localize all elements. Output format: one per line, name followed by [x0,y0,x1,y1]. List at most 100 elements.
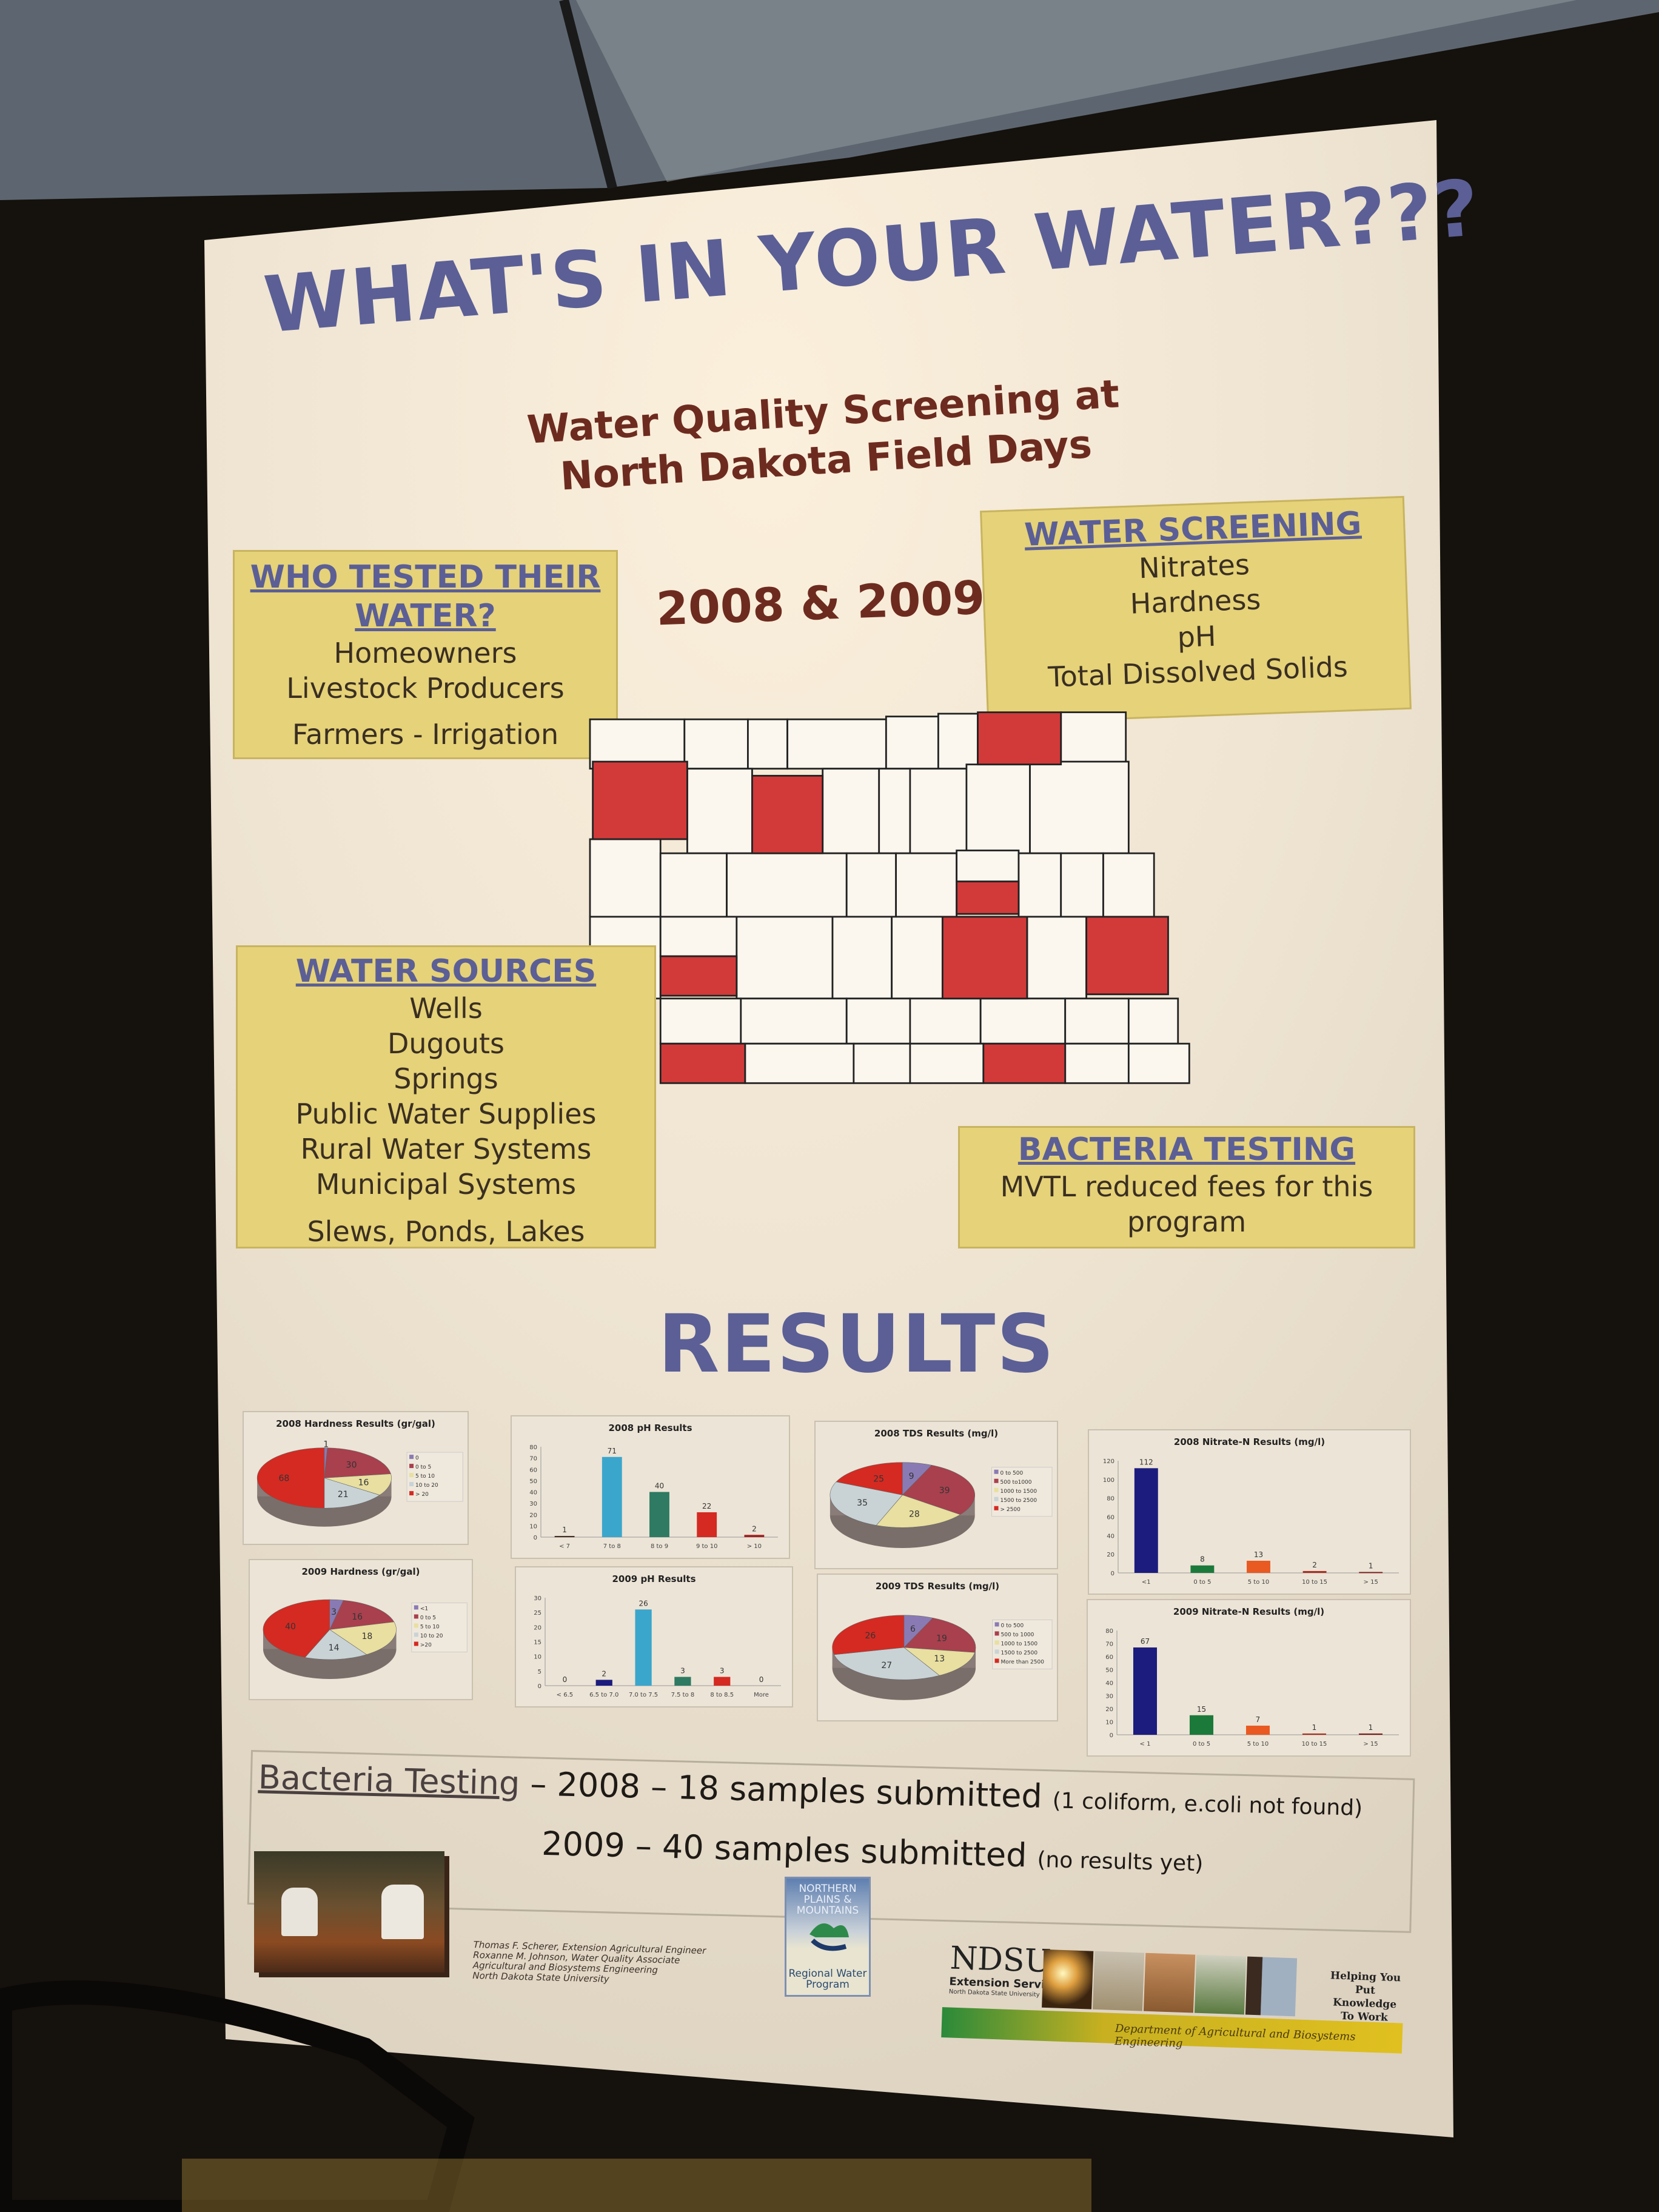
x-tick-label: 5 to 10 [1248,1579,1269,1586]
pie-value-label: 19 [936,1634,947,1644]
legend-label: 1000 to 1500 [1000,1489,1037,1495]
wildlife-photo [1143,1952,1196,2013]
y-tick-label: 40 [1105,1680,1113,1687]
pie-value-label: 21 [338,1490,349,1500]
bar [554,1536,575,1538]
pie-slice [903,1617,976,1653]
bar-value-label: 3 [680,1667,685,1675]
bar [1247,1560,1270,1573]
chart-2008-ph: 2008 pH Results 0 10 20 30 40 50 60 70 80 1 < 7 71 7 … [511,1415,790,1559]
y-tick-label: 60 [1107,1515,1114,1521]
legend-box [991,1467,1053,1517]
chart-svg: 2008 Nitrate-N Results (mg/l)02040608010… [1103,1436,1399,1586]
legend-swatch [994,1622,999,1627]
tagline-line: Put Knowledge [1332,1983,1397,2011]
source-item: Municipal Systems [315,1168,577,1201]
legend-box [406,1452,463,1502]
legend-swatch [409,1455,414,1460]
bar-value-label: 71 [608,1447,617,1455]
chart-title: 2008 pH Results [608,1423,692,1433]
x-tick-label: 0 to 5 [1193,1741,1210,1748]
bar-value-label: 22 [702,1502,711,1510]
npm-logo-subtext: Regional Water Program [786,1968,869,1990]
legend-label: 1000 to 1500 [1001,1641,1038,1647]
source-item: Dugouts [387,1027,505,1060]
x-tick-label: <1 [1142,1579,1151,1586]
water-sources-heading: WATER SOURCES [295,953,597,990]
bar [1134,1468,1158,1573]
bacteria-body-1: MVTL reduced fees for this [1000,1170,1373,1203]
bar [1359,1572,1383,1574]
chart-svg: 2008 pH Results 0 10 20 30 40 50 60 70 80 1 < 7 71 7 … [529,1423,778,1550]
chart-2008-hardness: 2008 Hardness Results (gr/gal) 1 30 16 21 68 0… [243,1411,469,1545]
y-tick-label: 50 [529,1478,537,1485]
npm-logo-text: NORTHERN [799,1883,857,1895]
legend-box [992,1619,1053,1669]
pie-slice [329,1600,395,1630]
wave-icon [809,1923,849,1951]
bar [602,1456,622,1537]
legend-label: 0 to 500 [1000,1470,1024,1476]
legend-swatch [414,1632,418,1637]
legend-swatch [994,1658,999,1663]
x-tick-label: 9 to 10 [696,1543,717,1550]
y-tick-label: 40 [1107,1533,1114,1540]
tested-counties [592,711,1169,1084]
x-tick-label: > 10 [747,1543,762,1550]
y-tick-label: 0 [1111,1570,1114,1577]
bar-value-label: 40 [655,1482,664,1490]
who-tested-heading-2: WATER? [355,598,496,634]
pie-slice [324,1473,392,1495]
chart-title: 2008 TDS Results (mg/l) [874,1428,998,1439]
pie-value-label: 13 [934,1654,945,1664]
pie-value-label: 27 [881,1661,892,1671]
bar [1302,1570,1327,1573]
pie-slice [876,1495,961,1528]
pie-slice [830,1481,903,1526]
x-tick-label: 10 to 15 [1302,1579,1327,1586]
bar [674,1677,691,1686]
author-credits: Thomas F. Scherer, Extension Agricultura… [472,1939,706,1987]
y-tick-label: 0 [538,1683,541,1690]
y-tick-label: 60 [529,1467,537,1473]
pie-slice [256,1447,325,1509]
bar-value-label: 26 [638,1599,648,1607]
pie-value-label: 68 [279,1474,290,1484]
bar [1133,1647,1158,1735]
y-tick-label: 30 [529,1501,537,1507]
legend-label: 10 to 20 [420,1633,443,1639]
who-tested-heading-1: WHO TESTED THEIR [250,559,601,595]
chart-2009-ph: 2009 pH Results 0 5 10 15 20 25 30 0 < 6.5 2 6.5 to… [515,1566,793,1708]
pie-slice [834,1647,940,1680]
pie-value-label: 3 [331,1607,337,1617]
x-tick-label: 0 to 5 [1193,1579,1211,1586]
pie-slice [324,1447,391,1478]
y-tick-label: 20 [1107,1552,1114,1558]
chart-svg: 2008 TDS Results (mg/l) 9 39 28 35 25 0 to 500… [830,1428,1053,1548]
legend-swatch [409,1464,414,1469]
sun-hand-photo [1042,1949,1094,2009]
bar-value-label: 2 [752,1524,757,1533]
y-tick-label: 10 [529,1523,537,1530]
north-dakota-county-map [589,711,1190,1084]
pie-value-label: 14 [329,1643,340,1653]
bar-value-label: 1 [562,1526,567,1534]
who-tested-item: Farmers - Irrigation [292,718,559,751]
bacteria-2008-note: (1 coliform, e.coli not found) [1052,1788,1363,1821]
legend-swatch [414,1605,418,1610]
legend-label: 10 to 20 [415,1483,438,1489]
bar-value-label: 1 [1369,1723,1373,1732]
bacteria-2009: 2009 – 40 samples submitted [541,1824,1038,1875]
legend-swatch [414,1641,418,1646]
irrigation-photo [1194,1954,1247,2015]
x-tick-label: < 6.5 [557,1692,573,1698]
pie-slice [329,1621,397,1655]
chart-2009-tds: 2009 TDS Results (mg/l) 6 19 13 27 26 0 to 500… [817,1574,1058,1721]
pie-value-label: 28 [909,1510,920,1520]
legend-swatch [409,1473,414,1478]
bar-value-label: 2 [602,1669,606,1678]
x-tick-label: < 1 [1140,1741,1151,1748]
legend-label: 0 to 5 [420,1615,436,1621]
chart-svg: 2009 TDS Results (mg/l) 6 19 13 27 26 0 to 500… [832,1581,1053,1700]
legend-label: 0 to 500 [1001,1623,1024,1629]
